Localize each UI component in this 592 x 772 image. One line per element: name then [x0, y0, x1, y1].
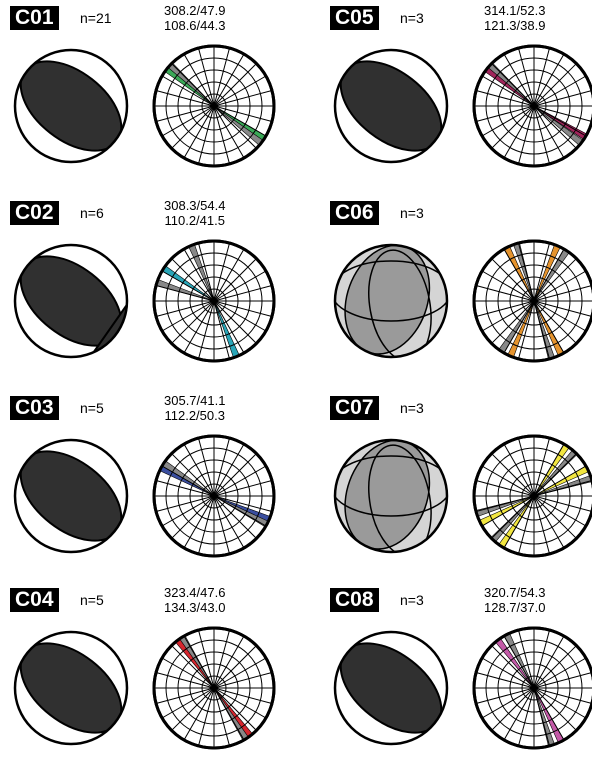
cluster-panel: C04 n=5 323.4/47.6 134.3/43.0 — [0, 582, 296, 772]
event-count: n=5 — [80, 592, 104, 608]
rose-diagram — [152, 626, 276, 750]
focal-mechanism-beachball — [13, 48, 129, 164]
nodal-plane-value: 134.3/43.0 — [164, 600, 226, 615]
nodal-plane-value: 323.4/47.6 — [164, 585, 226, 600]
rose-diagram — [472, 44, 592, 168]
rose-diagram — [472, 626, 592, 750]
nodal-planes: 314.1/52.3 121.3/38.9 — [484, 3, 545, 33]
nodal-plane-value: 128.7/37.0 — [484, 600, 546, 615]
cluster-id: C08 — [330, 588, 379, 612]
event-count: n=6 — [80, 205, 104, 221]
cluster-id: C05 — [330, 6, 379, 30]
nodal-plane-value: 305.7/41.1 — [164, 393, 226, 408]
event-count: n=3 — [400, 592, 424, 608]
rose-diagram — [472, 239, 592, 363]
focal-mechanism-beachball — [333, 438, 449, 554]
cluster-id: C01 — [10, 6, 59, 30]
cluster-panel: C07 n=3 — [320, 390, 592, 580]
nodal-planes: 323.4/47.6 134.3/43.0 — [164, 585, 225, 615]
rose-diagram — [152, 434, 276, 558]
cluster-panel: C06 n=3 — [320, 195, 592, 385]
cluster-id: C07 — [330, 396, 379, 420]
focal-mechanism-beachball — [13, 630, 129, 746]
nodal-plane-value: 112.2/50.3 — [164, 408, 225, 423]
nodal-plane-value: 121.3/38.9 — [484, 18, 546, 33]
nodal-plane-value: 110.2/41.5 — [164, 213, 225, 228]
cluster-panel: C03 n=5 305.7/41.1 112.2/50.3 — [0, 390, 296, 580]
cluster-panel: C05 n=3 314.1/52.3 121.3/38.9 — [320, 0, 592, 190]
cluster-panel: C01 n=21 308.2/47.9 108.6/44.3 — [0, 0, 296, 190]
cluster-id: C02 — [10, 201, 59, 225]
nodal-planes: 305.7/41.1 112.2/50.3 — [164, 393, 225, 423]
event-count: n=3 — [400, 205, 424, 221]
event-count: n=5 — [80, 400, 104, 416]
focal-mechanism-beachball — [13, 243, 129, 359]
cluster-id: C03 — [10, 396, 59, 420]
cluster-panel: C02 n=6 308.3/54.4 110.2/41.5 — [0, 195, 296, 385]
nodal-plane-value: 308.2/47.9 — [164, 3, 226, 18]
focal-mechanism-beachball — [333, 243, 449, 359]
rose-diagram — [472, 434, 592, 558]
focal-mechanism-beachball — [333, 630, 449, 746]
nodal-planes: 320.7/54.3 128.7/37.0 — [484, 585, 545, 615]
nodal-plane-value: 308.3/54.4 — [164, 198, 226, 213]
nodal-plane-value: 108.6/44.3 — [164, 18, 226, 33]
focal-mechanism-beachball — [333, 48, 449, 164]
event-count: n=21 — [80, 10, 112, 26]
nodal-planes: 308.3/54.4 110.2/41.5 — [164, 198, 225, 228]
event-count: n=3 — [400, 10, 424, 26]
rose-diagram — [152, 44, 276, 168]
nodal-planes: 308.2/47.9 108.6/44.3 — [164, 3, 225, 33]
cluster-id: C04 — [10, 588, 59, 612]
nodal-plane-value: 314.1/52.3 — [484, 3, 546, 18]
event-count: n=3 — [400, 400, 424, 416]
cluster-id: C06 — [330, 201, 379, 225]
cluster-panel: C08 n=3 320.7/54.3 128.7/37.0 — [320, 582, 592, 772]
focal-mechanism-beachball — [13, 438, 129, 554]
rose-diagram — [152, 239, 276, 363]
nodal-plane-value: 320.7/54.3 — [484, 585, 546, 600]
